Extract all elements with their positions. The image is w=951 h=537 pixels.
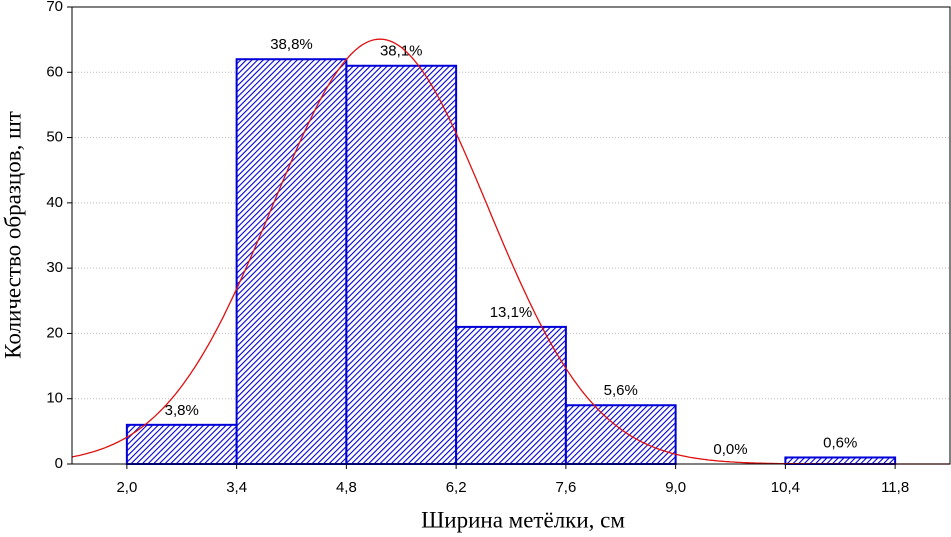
- y-tick-label: 20: [46, 324, 63, 341]
- bar: [784, 456, 897, 466]
- x-tick-label: 9,0: [665, 479, 686, 496]
- y-tick-label: 50: [46, 129, 63, 146]
- y-tick-label: 60: [46, 63, 63, 80]
- y-tick-label: 30: [46, 259, 63, 276]
- y-tick-label: 70: [46, 0, 63, 15]
- bar: [564, 404, 677, 465]
- x-tick-label: 4,8: [336, 479, 357, 496]
- x-tick-label: 3,4: [226, 479, 247, 496]
- y-tick-label: 40: [46, 194, 63, 211]
- value-label: 3,8%: [165, 402, 199, 419]
- value-label: 5,6%: [604, 382, 638, 399]
- x-tick-label: 11,8: [881, 479, 909, 496]
- bar: [345, 64, 458, 465]
- value-label: 38,8%: [270, 36, 313, 53]
- y-axis-title: Количество образцов, шт: [0, 111, 25, 359]
- bar: [125, 423, 238, 466]
- bar: [455, 325, 567, 465]
- value-label: 0,6%: [823, 434, 857, 451]
- x-axis-title: Ширина метёлки, см: [421, 507, 625, 532]
- plot-frame: [71, 6, 951, 465]
- value-label: 0,0%: [713, 441, 747, 458]
- y-tick-label: 10: [46, 390, 63, 407]
- bar: [235, 58, 348, 465]
- x-tick-label: 7,6: [555, 479, 576, 496]
- x-tick-label: 2,0: [116, 479, 137, 496]
- x-tick-label: 10,4: [771, 479, 800, 496]
- x-tick-label: 6,2: [446, 479, 467, 496]
- y-tick-label: 0: [55, 455, 63, 472]
- value-label: 13,1%: [490, 304, 533, 321]
- value-label: 38,1%: [380, 43, 423, 60]
